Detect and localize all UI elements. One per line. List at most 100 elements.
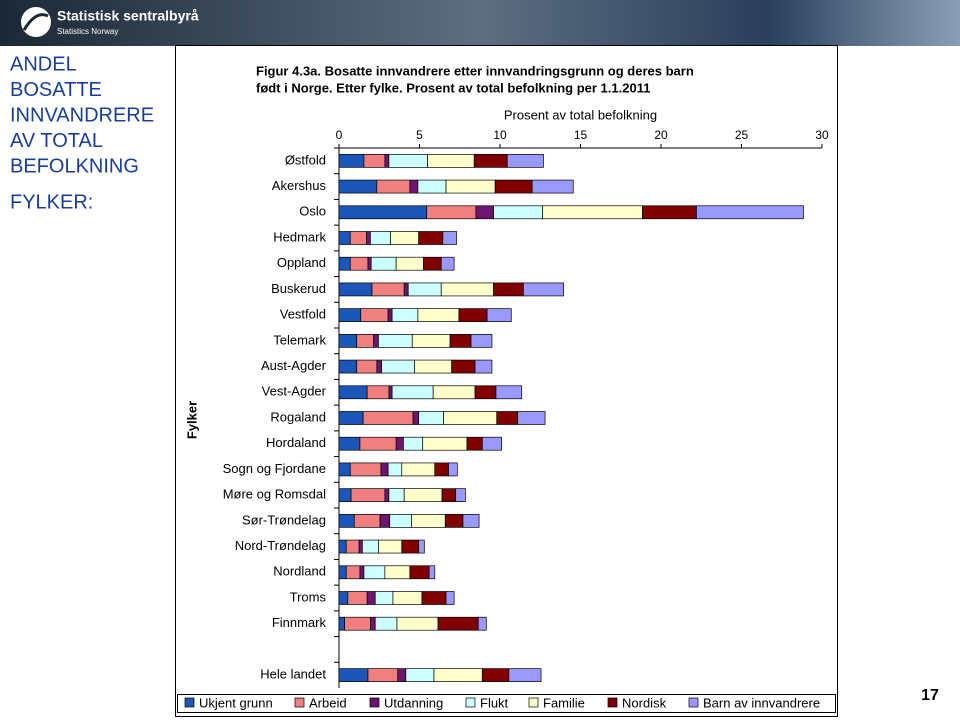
bar-segment <box>376 359 383 374</box>
bar-segment <box>353 514 381 528</box>
y-tick-label: Hordaland <box>266 435 326 450</box>
bar-segment <box>349 256 369 271</box>
bar-segment <box>338 154 365 168</box>
y-tick-label: Østfold <box>285 152 326 167</box>
bar-segment <box>428 565 436 580</box>
bar-segment <box>356 359 378 374</box>
legend-swatch <box>369 697 380 708</box>
y-tick-label: Vestfold <box>280 307 326 322</box>
bar-segment <box>380 462 389 477</box>
bar-segment <box>517 411 546 425</box>
bar-segment <box>441 488 457 502</box>
legend-label: Flukt <box>480 695 509 710</box>
bar-segment <box>403 282 409 297</box>
bar-segment <box>401 539 420 554</box>
bar-segment <box>493 282 524 297</box>
bar-segment <box>359 565 365 580</box>
bar-segment <box>379 514 391 528</box>
bar-segment <box>414 359 453 374</box>
x-tick-label: 15 <box>574 128 588 142</box>
y-axis-label: Fylker <box>184 401 199 439</box>
bar-segment <box>426 205 477 220</box>
bar-segment <box>367 256 372 271</box>
bar-segment <box>401 462 436 477</box>
bar-segment <box>411 514 446 528</box>
header-band <box>0 0 960 46</box>
bar-segment <box>338 282 373 297</box>
sidebar-title: AV TOTAL <box>10 130 103 152</box>
bar-segment <box>531 179 574 194</box>
bar-segment <box>423 256 442 271</box>
bar-segment <box>366 231 371 245</box>
bar-segment <box>338 462 351 477</box>
bar-segment <box>387 308 393 322</box>
bar-segment <box>522 282 564 297</box>
bar-segment <box>508 668 542 682</box>
bar-segment <box>338 591 349 605</box>
bar-segment <box>338 616 345 631</box>
bar-segment <box>494 179 533 194</box>
bar-segment <box>422 436 468 451</box>
bar-segment <box>466 436 483 451</box>
x-tick-label: 25 <box>735 128 749 142</box>
bar-segment <box>338 514 355 528</box>
y-tick-label: Oppland <box>277 255 326 270</box>
bar-segment <box>374 591 394 605</box>
y-tick-label: Telemark <box>273 332 326 347</box>
bar-segment <box>392 591 423 605</box>
bar-segment <box>395 436 404 451</box>
bar-segment <box>366 385 390 400</box>
bar-segment <box>363 565 386 580</box>
logo-swoosh <box>22 13 49 31</box>
bar-segment <box>338 359 358 374</box>
bar-segment <box>403 488 443 502</box>
bar-segment <box>433 668 483 682</box>
bar-segment <box>458 308 488 322</box>
bar-segment <box>437 616 479 631</box>
bar-segment <box>391 385 434 400</box>
y-tick-label: Aust-Agder <box>261 358 327 373</box>
bar-segment <box>347 591 368 605</box>
bar-segment <box>444 514 464 528</box>
bar-segment <box>418 231 444 245</box>
logo-sub: Statistics Norway <box>57 27 118 36</box>
bar-segment <box>349 462 382 477</box>
bar-segment <box>481 436 502 451</box>
bar-segment <box>486 308 512 322</box>
legend-swatch <box>528 697 539 708</box>
bar-segment <box>338 436 361 451</box>
bar-segment <box>371 282 405 297</box>
bar-segment <box>474 385 497 400</box>
bar-segment <box>445 179 496 194</box>
bar-segment <box>427 154 475 168</box>
bar-segment <box>345 539 360 554</box>
page-number: 17 <box>921 687 939 704</box>
bar-segment <box>378 334 413 348</box>
bar-segment <box>381 359 416 374</box>
bar-segment <box>338 539 347 554</box>
bar-segment <box>440 256 455 271</box>
bar-segment <box>349 231 367 245</box>
y-tick-label: Møre og Romsdal <box>223 487 326 502</box>
bar-segment <box>338 205 428 220</box>
bar-segment <box>455 488 466 502</box>
bar-segment <box>397 668 407 682</box>
bar-segment <box>378 539 403 554</box>
y-tick-label: Oslo <box>299 204 326 219</box>
bar-segment <box>405 668 435 682</box>
bar-segment <box>493 205 544 220</box>
bar-segment <box>421 591 447 605</box>
sidebar-title: ANDEL <box>10 53 77 75</box>
y-tick-label: Akershus <box>272 178 327 193</box>
chart-title: født i Norge. Etter fylke. Prosent av to… <box>256 80 650 95</box>
bar-segment <box>432 385 476 400</box>
x-tick-label: 0 <box>336 128 343 142</box>
bar-segment <box>373 334 379 348</box>
bar-segment <box>477 616 487 631</box>
bar-segment <box>696 205 804 220</box>
bar-segment <box>338 488 352 502</box>
bar-segment <box>338 411 364 425</box>
bar-segment <box>338 308 362 322</box>
